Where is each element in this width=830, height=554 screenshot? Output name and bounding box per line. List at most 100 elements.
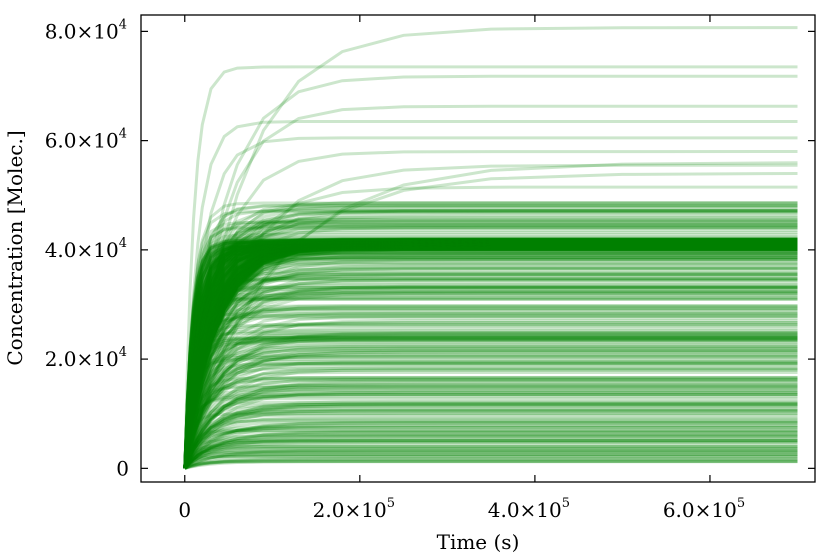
series-line <box>183 426 798 469</box>
series-line <box>183 245 798 469</box>
series-line <box>183 244 798 469</box>
series-line <box>183 239 798 469</box>
series-line <box>183 240 798 469</box>
series-line <box>183 312 798 469</box>
series-line <box>183 239 798 469</box>
series-line <box>183 375 798 469</box>
series-line <box>183 278 798 469</box>
series-line <box>183 294 798 469</box>
series-line <box>183 304 798 469</box>
series-line <box>183 424 798 470</box>
series-line <box>183 245 798 469</box>
series-line <box>183 271 798 469</box>
series-line <box>183 245 798 469</box>
series-line <box>183 439 798 470</box>
series-line <box>183 240 798 469</box>
series-line <box>183 242 798 469</box>
series-line <box>183 240 798 469</box>
series-line <box>183 352 798 469</box>
series-line <box>183 385 798 469</box>
series-line <box>183 243 798 469</box>
series-line <box>183 380 798 469</box>
series-line <box>183 278 798 469</box>
series-line <box>183 237 798 469</box>
series-line <box>183 286 798 469</box>
x-tick-label: 0 <box>178 498 191 522</box>
series-line <box>183 393 798 469</box>
series-line <box>183 439 798 470</box>
series-line <box>183 402 798 469</box>
series-line <box>183 212 798 469</box>
series-line <box>183 251 798 469</box>
series-line <box>183 449 798 470</box>
series-line <box>183 243 798 469</box>
series-line <box>183 221 798 469</box>
series-line <box>183 341 798 469</box>
series-line <box>183 214 798 469</box>
series-line <box>183 246 798 469</box>
series-line <box>183 344 798 469</box>
series-line <box>183 242 798 469</box>
series-line <box>183 240 798 469</box>
series-line <box>183 353 798 469</box>
series-line <box>183 238 798 469</box>
series-line <box>183 226 798 469</box>
series-line <box>183 290 798 469</box>
y-axis-label: Concentration [Molec.] <box>3 130 27 365</box>
series-line <box>183 339 798 469</box>
series-line <box>183 322 798 469</box>
series-line <box>183 239 798 469</box>
series-line <box>183 240 798 469</box>
series-line <box>183 309 798 469</box>
series-line <box>183 245 798 469</box>
series-line <box>183 437 798 470</box>
series-line <box>183 246 798 469</box>
series-line <box>183 239 798 469</box>
y-tick-label: 8.0×104 <box>45 17 127 43</box>
series-line <box>183 240 798 469</box>
series-line <box>183 239 798 469</box>
series-line <box>183 433 798 470</box>
series-line <box>183 242 798 469</box>
series-line <box>183 243 798 469</box>
series-line <box>183 238 798 469</box>
series-line <box>183 237 798 469</box>
series-line <box>183 361 798 469</box>
series-line <box>183 237 798 469</box>
series-line <box>183 371 798 469</box>
series-line <box>183 251 798 469</box>
series-line <box>183 244 798 469</box>
series-line <box>183 244 798 469</box>
series-line <box>183 359 798 469</box>
series-line <box>183 246 798 469</box>
series-line <box>183 343 798 469</box>
series-line <box>183 247 798 469</box>
series-line <box>183 435 798 470</box>
series-line <box>183 218 798 469</box>
series-line <box>183 238 798 469</box>
series-line <box>183 201 798 469</box>
series-line <box>183 241 798 469</box>
series-line <box>183 419 798 469</box>
series-line <box>183 243 798 469</box>
series-line <box>183 245 798 469</box>
series-line <box>183 250 798 469</box>
series-line <box>183 384 798 469</box>
series-line <box>183 223 798 469</box>
series-line <box>183 243 798 469</box>
series-line <box>183 355 798 469</box>
series-line <box>183 240 798 469</box>
series-line <box>183 354 798 469</box>
series-line <box>183 240 798 469</box>
series-line <box>183 244 798 469</box>
series-line <box>183 247 798 469</box>
series-line <box>183 243 798 469</box>
series-line <box>183 311 798 469</box>
series-line <box>183 244 798 469</box>
series-line <box>184 459 798 470</box>
series-line <box>183 239 798 469</box>
series-line <box>183 246 798 469</box>
series-line <box>184 457 798 470</box>
series-line <box>183 240 798 469</box>
series-line <box>183 209 798 469</box>
